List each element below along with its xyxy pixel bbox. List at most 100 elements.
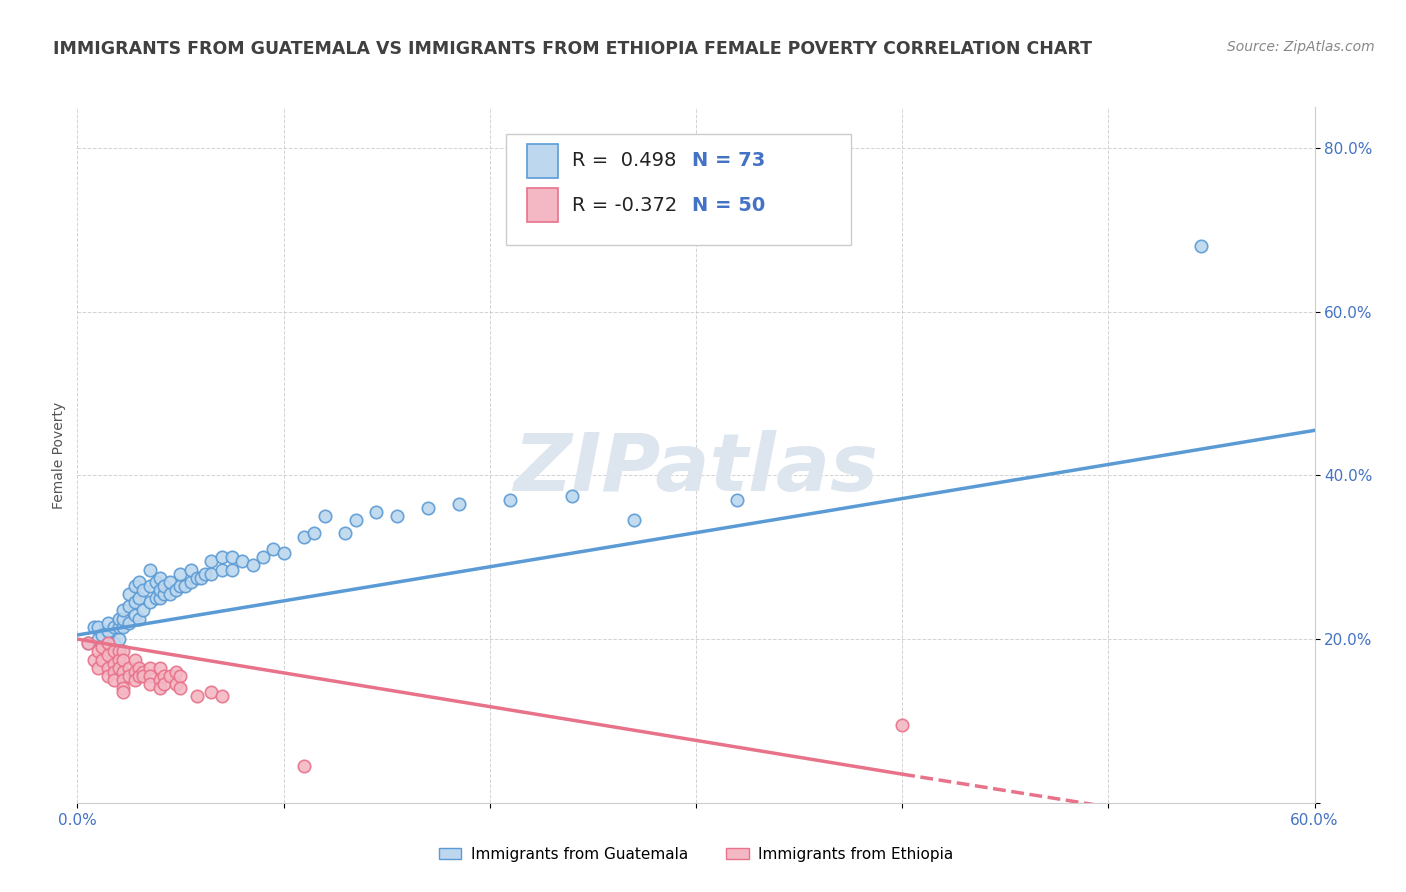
Point [186, 571, 208, 585]
Point [273, 546, 295, 560]
Point [262, 542, 284, 557]
Text: Source: ZipAtlas.com: Source: ZipAtlas.com [1227, 40, 1375, 54]
Point [128, 612, 150, 626]
Point [149, 571, 172, 585]
Point [132, 603, 155, 617]
Point [124, 595, 146, 609]
Point [132, 665, 155, 679]
Point [107, 620, 129, 634]
Point [97, 624, 120, 638]
Point [103, 665, 125, 679]
Point [561, 489, 583, 503]
Point [173, 579, 195, 593]
Point [252, 550, 274, 565]
Point [221, 562, 243, 576]
Point [385, 509, 408, 524]
Point [87, 644, 110, 658]
Point [132, 669, 155, 683]
Point [1189, 239, 1212, 253]
Point [138, 579, 160, 593]
Point [132, 582, 155, 597]
Point [107, 632, 129, 646]
Point [124, 579, 146, 593]
Point [91, 628, 114, 642]
Point [725, 492, 748, 507]
Point [194, 566, 217, 581]
Point [169, 579, 191, 593]
Point [335, 525, 357, 540]
Point [344, 513, 367, 527]
Point [149, 582, 172, 597]
Point [149, 673, 172, 687]
Point [87, 632, 110, 646]
Point [149, 661, 172, 675]
Point [111, 620, 134, 634]
Point [292, 530, 315, 544]
Text: IMMIGRANTS FROM GUATEMALA VS IMMIGRANTS FROM ETHIOPIA FEMALE POVERTY CORRELATION: IMMIGRANTS FROM GUATEMALA VS IMMIGRANTS … [53, 40, 1092, 58]
Point [97, 661, 120, 675]
Point [159, 669, 181, 683]
Point [138, 677, 160, 691]
Point [103, 636, 125, 650]
Point [180, 562, 202, 576]
Y-axis label: Female Poverty: Female Poverty [52, 401, 66, 508]
Point [149, 681, 172, 696]
Point [153, 677, 176, 691]
Point [145, 574, 167, 589]
Point [169, 566, 191, 581]
Point [128, 574, 150, 589]
Point [111, 612, 134, 626]
Point [128, 661, 150, 675]
Point [242, 558, 264, 573]
Point [292, 759, 315, 773]
Point [153, 579, 176, 593]
Point [200, 685, 222, 699]
Text: N = 50: N = 50 [692, 195, 765, 215]
Point [97, 615, 120, 630]
Point [145, 591, 167, 606]
Point [447, 497, 470, 511]
Point [304, 525, 326, 540]
Point [97, 636, 120, 650]
Point [111, 685, 134, 699]
Point [159, 574, 181, 589]
Legend: Immigrants from Guatemala, Immigrants from Ethiopia: Immigrants from Guatemala, Immigrants fr… [433, 841, 959, 868]
Point [138, 669, 160, 683]
Point [165, 665, 187, 679]
Point [138, 562, 160, 576]
Point [107, 644, 129, 658]
Point [111, 652, 134, 666]
Point [111, 673, 134, 687]
Point [153, 669, 176, 683]
Point [128, 669, 150, 683]
Point [103, 620, 125, 634]
Point [118, 587, 141, 601]
Point [128, 591, 150, 606]
Point [83, 652, 105, 666]
Point [118, 599, 141, 614]
Point [124, 652, 146, 666]
Point [118, 615, 141, 630]
Point [231, 554, 253, 568]
Point [124, 673, 146, 687]
Point [366, 505, 388, 519]
Point [891, 718, 914, 732]
Point [416, 501, 439, 516]
Point [107, 652, 129, 666]
Point [153, 587, 176, 601]
Point [211, 562, 233, 576]
Point [186, 690, 208, 704]
Point [111, 603, 134, 617]
Point [97, 648, 120, 663]
Point [623, 513, 645, 527]
Text: ZIPatlas: ZIPatlas [513, 430, 879, 508]
Text: R = -0.372: R = -0.372 [572, 195, 678, 215]
Point [111, 644, 134, 658]
Point [159, 587, 181, 601]
Point [180, 574, 202, 589]
Point [165, 582, 187, 597]
Point [138, 661, 160, 675]
Point [138, 595, 160, 609]
Point [111, 665, 134, 679]
Point [76, 636, 98, 650]
